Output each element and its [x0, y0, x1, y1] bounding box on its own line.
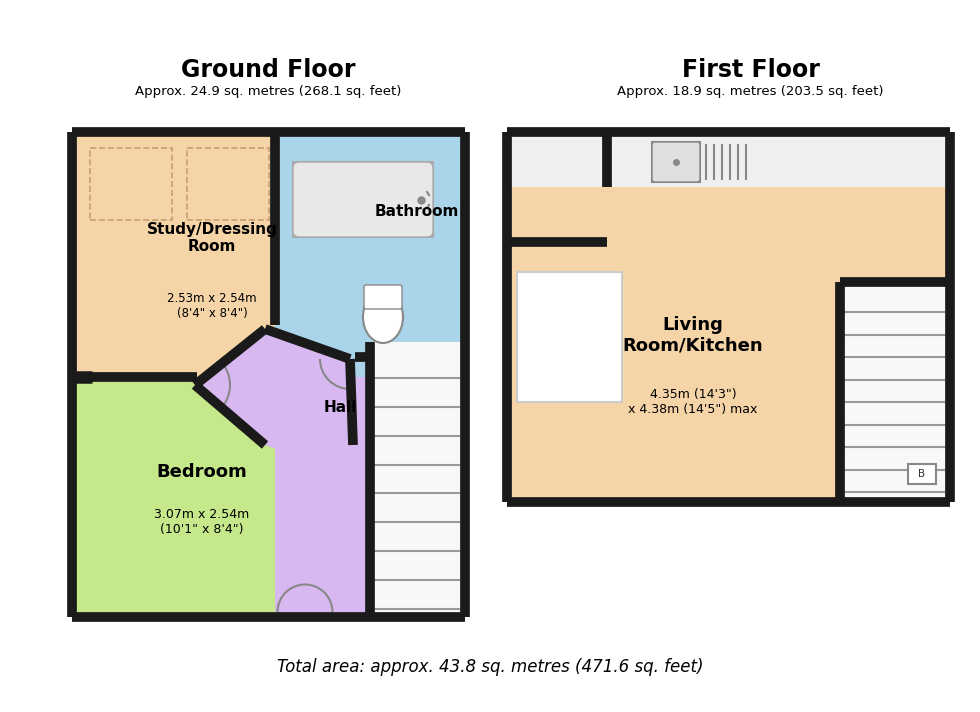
Text: Approx. 18.9 sq. metres (203.5 sq. feet): Approx. 18.9 sq. metres (203.5 sq. feet) — [617, 85, 884, 98]
Text: First Floor: First Floor — [682, 58, 819, 82]
Text: 4.35m (14'3")
x 4.38m (14'5") max: 4.35m (14'3") x 4.38m (14'5") max — [628, 388, 758, 416]
FancyBboxPatch shape — [652, 142, 700, 182]
Bar — [517, 272, 622, 402]
Polygon shape — [840, 282, 950, 502]
Bar — [908, 464, 936, 484]
Bar — [90, 148, 172, 220]
Text: Total area: approx. 43.8 sq. metres (471.6 sq. feet): Total area: approx. 43.8 sq. metres (471… — [276, 658, 704, 676]
Text: Bathroom: Bathroom — [375, 204, 460, 219]
Polygon shape — [507, 187, 607, 242]
Text: B: B — [918, 469, 925, 479]
Polygon shape — [195, 329, 353, 452]
Bar — [187, 148, 269, 220]
FancyBboxPatch shape — [293, 162, 433, 237]
Bar — [370, 342, 465, 617]
Text: 3.07m x 2.54m
(10'1" x 8'4"): 3.07m x 2.54m (10'1" x 8'4") — [155, 508, 250, 536]
Polygon shape — [275, 132, 465, 377]
Text: Hall: Hall — [323, 399, 357, 414]
Text: Living
Room/Kitchen: Living Room/Kitchen — [622, 316, 763, 355]
Text: 2.53m x 2.54m
(8'4" x 8'4"): 2.53m x 2.54m (8'4" x 8'4") — [168, 292, 257, 320]
Text: Ground Floor: Ground Floor — [180, 58, 356, 82]
Text: Study/Dressing
Room: Study/Dressing Room — [147, 222, 277, 254]
FancyBboxPatch shape — [364, 285, 402, 309]
Polygon shape — [72, 132, 275, 377]
Ellipse shape — [363, 291, 403, 343]
Polygon shape — [72, 377, 275, 617]
Polygon shape — [507, 132, 950, 187]
Bar — [293, 162, 433, 237]
Bar — [652, 142, 700, 182]
Text: Bedroom: Bedroom — [157, 463, 247, 481]
Polygon shape — [507, 132, 950, 502]
Text: Approx. 24.9 sq. metres (268.1 sq. feet): Approx. 24.9 sq. metres (268.1 sq. feet) — [135, 85, 401, 98]
Polygon shape — [507, 187, 607, 242]
Polygon shape — [275, 377, 465, 617]
